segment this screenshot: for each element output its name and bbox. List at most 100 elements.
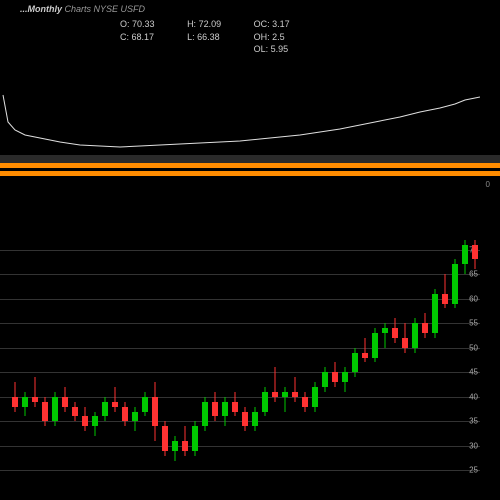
candle-wick <box>35 377 36 406</box>
candle <box>22 225 28 495</box>
candle-wick <box>385 323 386 348</box>
candle-body <box>362 353 368 358</box>
candle-body <box>112 402 118 407</box>
candle-body <box>472 245 478 260</box>
candle-body <box>322 372 328 387</box>
candle <box>282 225 288 495</box>
candle-body <box>12 397 18 407</box>
candle <box>172 225 178 495</box>
candle <box>262 225 268 495</box>
stat-high: 72.09 <box>199 19 222 29</box>
candle <box>402 225 408 495</box>
candle-body <box>102 402 108 417</box>
candle-wick <box>285 387 286 412</box>
candle-body <box>72 407 78 417</box>
candle-body <box>452 264 458 303</box>
candle-body <box>352 353 358 373</box>
candle-body <box>222 402 228 417</box>
upper-line-chart <box>0 50 480 150</box>
candle-body <box>292 392 298 397</box>
candle <box>362 225 368 495</box>
candle <box>52 225 58 495</box>
candle <box>192 225 198 495</box>
candle <box>132 225 138 495</box>
candle <box>92 225 98 495</box>
candle-body <box>232 402 238 412</box>
title-suffix: Charts NYSE USFD <box>65 4 146 14</box>
candle-body <box>132 412 138 422</box>
candle <box>12 225 18 495</box>
candle-body <box>302 397 308 407</box>
candle-body <box>32 397 38 402</box>
candle-body <box>282 392 288 397</box>
candle-body <box>62 397 68 407</box>
title-prefix: ...Monthly <box>20 4 62 14</box>
candle-body <box>192 426 198 451</box>
candle <box>412 225 418 495</box>
candle <box>392 225 398 495</box>
stat-oh: 2.5 <box>272 32 285 42</box>
candle <box>322 225 328 495</box>
candle-body <box>442 294 448 304</box>
candle <box>422 225 428 495</box>
candle-body <box>202 402 208 427</box>
stat-low: 66.38 <box>197 32 220 42</box>
candle-body <box>142 397 148 412</box>
candle-body <box>422 323 428 333</box>
candle-body <box>382 328 388 333</box>
candle-body <box>392 328 398 338</box>
candle-body <box>22 397 28 407</box>
candlestick-chart: 25303540455055606570 <box>0 225 480 495</box>
candle <box>252 225 258 495</box>
candle <box>302 225 308 495</box>
candle <box>42 225 48 495</box>
candle <box>202 225 208 495</box>
candle-body <box>272 392 278 397</box>
candle-body <box>402 338 408 348</box>
candle <box>332 225 338 495</box>
candle-body <box>52 397 58 422</box>
candle-body <box>172 441 178 451</box>
candle-wick <box>115 387 116 412</box>
candle <box>432 225 438 495</box>
candle <box>382 225 388 495</box>
candle <box>232 225 238 495</box>
candle <box>162 225 168 495</box>
candle-body <box>182 441 188 451</box>
candle-body <box>332 372 338 382</box>
candle-body <box>372 333 378 358</box>
candle-body <box>412 323 418 348</box>
candle-body <box>92 416 98 426</box>
separator-band-dark <box>0 155 500 163</box>
candle <box>472 225 478 495</box>
candle-wick <box>295 377 296 402</box>
candle-body <box>342 372 348 382</box>
candle-body <box>312 387 318 407</box>
candle-body <box>432 294 438 333</box>
candle <box>82 225 88 495</box>
candle-body <box>162 426 168 451</box>
stat-open: 70.33 <box>132 19 155 29</box>
candle-body <box>462 245 468 265</box>
candle <box>212 225 218 495</box>
candle <box>32 225 38 495</box>
separator-band-orange-bottom <box>0 171 500 176</box>
candle <box>62 225 68 495</box>
candle-body <box>152 397 158 426</box>
candle-body <box>262 392 268 412</box>
price-line <box>3 95 480 147</box>
candle <box>462 225 468 495</box>
candle <box>342 225 348 495</box>
candle-body <box>212 402 218 417</box>
candle <box>112 225 118 495</box>
candle <box>372 225 378 495</box>
candle <box>122 225 128 495</box>
candle <box>222 225 228 495</box>
candle <box>102 225 108 495</box>
candle <box>312 225 318 495</box>
candle-body <box>122 407 128 422</box>
candle <box>152 225 158 495</box>
candle <box>142 225 148 495</box>
candle <box>242 225 248 495</box>
candle-body <box>42 402 48 422</box>
